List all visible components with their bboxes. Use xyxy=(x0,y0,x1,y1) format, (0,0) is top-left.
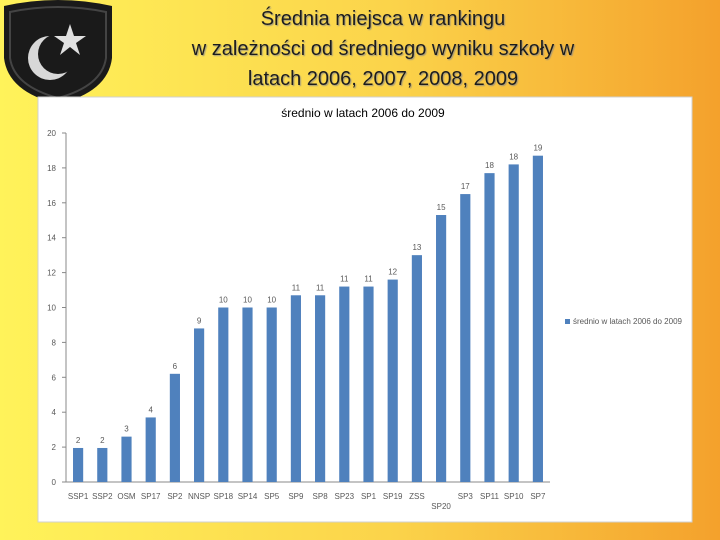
value-label: 4 xyxy=(148,405,153,414)
y-tick-label: 0 xyxy=(52,478,57,487)
value-label: 10 xyxy=(267,296,276,305)
logo xyxy=(4,0,112,104)
value-label: 15 xyxy=(437,203,446,212)
x-tick-label: SP2 xyxy=(167,492,183,501)
bar xyxy=(460,194,471,482)
value-label: 11 xyxy=(364,275,373,284)
bar xyxy=(411,255,422,482)
x-tick-label: SP18 xyxy=(214,492,234,501)
x-tick-label: SP11 xyxy=(480,492,500,501)
value-label: 19 xyxy=(533,144,542,153)
x-tick-label: ZSS xyxy=(409,492,425,501)
x-tick-label: SP19 xyxy=(383,492,403,501)
x-tick-label: SP23 xyxy=(335,492,355,501)
y-tick-label: 10 xyxy=(47,304,56,313)
bar xyxy=(363,286,374,482)
bar xyxy=(339,286,350,482)
y-tick-label: 2 xyxy=(52,443,57,452)
bar xyxy=(484,173,495,482)
x-tick-label: SP8 xyxy=(313,492,329,501)
slide-title: latach 2006, 2007, 2008, 2009 xyxy=(248,68,518,90)
value-label: 11 xyxy=(340,275,349,284)
y-tick-label: 8 xyxy=(52,338,57,347)
value-label: 11 xyxy=(292,283,301,292)
bar xyxy=(315,295,326,482)
bar xyxy=(97,447,108,482)
x-tick-label: NNSP xyxy=(188,492,210,501)
y-tick-label: 4 xyxy=(52,408,57,417)
bar xyxy=(242,307,253,482)
slide-title: Średnia miejsca w rankingu xyxy=(261,6,506,30)
value-label: 18 xyxy=(509,152,518,161)
bar xyxy=(290,295,301,482)
slide-title: w zależności od średniego wyniku szkoły … xyxy=(191,38,575,60)
value-label: 2 xyxy=(100,436,105,445)
y-tick-label: 18 xyxy=(47,164,56,173)
x-tick-label: SP5 xyxy=(264,492,280,501)
value-label: 10 xyxy=(243,296,252,305)
value-label: 9 xyxy=(197,316,202,325)
x-tick-label: SSP1 xyxy=(68,492,89,501)
bar xyxy=(121,436,132,482)
x-tick-label: SP9 xyxy=(288,492,304,501)
y-tick-label: 6 xyxy=(52,373,57,382)
x-tick-label: SP7 xyxy=(530,492,546,501)
x-tick-label: SP3 xyxy=(458,492,474,501)
bar xyxy=(169,373,180,482)
x-tick-label: SP10 xyxy=(504,492,524,501)
y-tick-label: 14 xyxy=(47,234,56,243)
bar xyxy=(532,155,543,482)
bar xyxy=(436,215,447,482)
value-label: 3 xyxy=(124,425,129,434)
x-tick-label: SP14 xyxy=(238,492,258,501)
legend-swatch xyxy=(565,319,570,324)
value-label: 18 xyxy=(485,161,494,170)
y-tick-label: 16 xyxy=(47,199,56,208)
chart-title: średnio w latach 2006 do 2009 xyxy=(281,106,445,120)
bar xyxy=(194,328,205,482)
bar xyxy=(218,307,229,482)
bar xyxy=(73,447,84,482)
x-tick-label: SSP2 xyxy=(92,492,113,501)
bar xyxy=(387,279,398,482)
value-label: 10 xyxy=(219,296,228,305)
value-label: 2 xyxy=(76,436,81,445)
legend-label: średnio w latach 2006 do 2009 xyxy=(573,317,683,326)
x-tick-label: SP17 xyxy=(141,492,161,501)
y-tick-label: 12 xyxy=(47,269,56,278)
bar xyxy=(508,164,519,482)
value-label: 6 xyxy=(173,362,178,371)
value-label: 12 xyxy=(388,268,397,277)
bar xyxy=(145,417,156,482)
value-label: 13 xyxy=(412,243,421,252)
x-tick-label: SP1 xyxy=(361,492,377,501)
value-label: 17 xyxy=(461,182,470,191)
y-tick-label: 20 xyxy=(47,129,56,138)
x-tick-label: SP20 xyxy=(431,502,451,511)
bar xyxy=(266,307,277,482)
x-tick-label: OSM xyxy=(117,492,136,501)
value-label: 11 xyxy=(316,283,325,292)
